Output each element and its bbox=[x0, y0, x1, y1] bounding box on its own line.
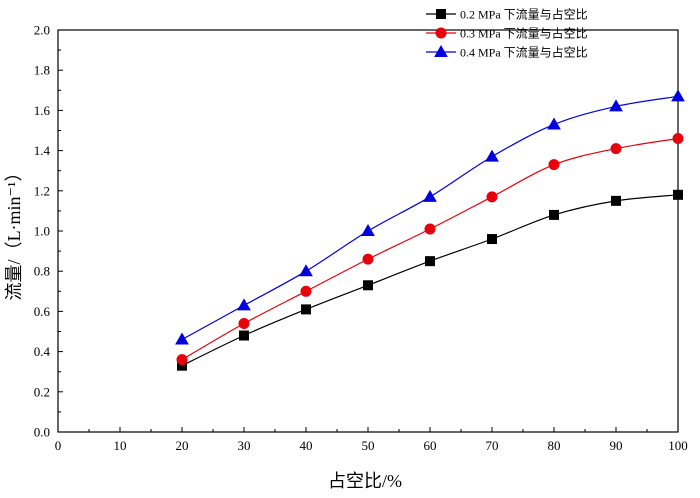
data-point bbox=[237, 298, 251, 311]
y-tick-label: 2.0 bbox=[34, 23, 50, 38]
data-point bbox=[362, 253, 374, 265]
legend: 0.2 MPa 下流量与占空比 0.3 MPa 下流量与占空比 0.4 MPa 下流… bbox=[426, 7, 588, 60]
series-line bbox=[181, 137, 679, 361]
x-tick-label: 60 bbox=[424, 438, 437, 453]
series-line bbox=[181, 95, 679, 341]
data-point bbox=[299, 264, 313, 277]
x-tick-label: 10 bbox=[114, 438, 127, 453]
data-point bbox=[301, 304, 311, 315]
data-point bbox=[671, 89, 685, 102]
data-point bbox=[485, 149, 499, 162]
x-tick-label: 50 bbox=[362, 438, 375, 453]
legend-label: 0.3 MPa 下流量与占空比 bbox=[460, 26, 588, 41]
series-line bbox=[181, 194, 679, 367]
data-point bbox=[425, 256, 435, 267]
x-tick-label: 0 bbox=[55, 438, 62, 453]
series-layer bbox=[175, 89, 685, 371]
data-point bbox=[547, 117, 561, 130]
y-tick-label: 1.2 bbox=[34, 183, 50, 198]
data-point bbox=[300, 285, 312, 297]
legend-label: 0.4 MPa 下流量与占空比 bbox=[460, 45, 588, 60]
y-axis-title: 流量/（L·min⁻¹） bbox=[4, 164, 24, 301]
data-point bbox=[609, 99, 623, 112]
axes: 0 10 20 30 40 50 60 70 80 90 100 0.0 0.2 0.4 0.6 0.8 1.0… bbox=[34, 23, 688, 454]
y-tick-label: 1.0 bbox=[34, 224, 50, 239]
legend-label: 0.2 MPa 下流量与占空比 bbox=[460, 7, 588, 22]
legend-marker bbox=[436, 9, 446, 19]
data-point bbox=[238, 317, 250, 329]
data-point bbox=[611, 195, 621, 206]
y-tick-label: 1.8 bbox=[34, 63, 50, 78]
x-tick-label: 20 bbox=[176, 438, 189, 453]
y-tick-label: 1.6 bbox=[34, 103, 51, 118]
data-point bbox=[423, 189, 437, 202]
series-1 bbox=[177, 189, 683, 371]
x-tick-label: 80 bbox=[548, 438, 561, 453]
data-point bbox=[487, 234, 497, 245]
series-2 bbox=[176, 133, 684, 366]
data-point bbox=[363, 280, 373, 291]
x-tick-label: 90 bbox=[610, 438, 623, 453]
legend-marker bbox=[434, 44, 448, 57]
y-tick-label: 0.6 bbox=[34, 304, 51, 319]
data-point bbox=[424, 223, 436, 235]
x-tick-label: 40 bbox=[300, 438, 313, 453]
y-tick-label: 0.4 bbox=[34, 344, 51, 359]
data-point bbox=[486, 191, 498, 203]
data-point bbox=[361, 223, 375, 236]
data-point bbox=[239, 330, 249, 341]
data-point bbox=[610, 143, 622, 155]
y-tick-label: 0.0 bbox=[34, 425, 50, 440]
data-point bbox=[672, 133, 684, 145]
x-axis-title: 占空比/% bbox=[328, 471, 402, 491]
x-tick-label: 70 bbox=[486, 438, 499, 453]
series-3 bbox=[175, 89, 685, 345]
x-tick-label: 30 bbox=[238, 438, 251, 453]
data-point bbox=[673, 189, 683, 200]
data-point bbox=[175, 332, 189, 345]
data-point bbox=[549, 209, 559, 220]
data-point bbox=[176, 354, 188, 366]
y-tick-label: 1.4 bbox=[34, 143, 51, 158]
x-tick-label: 100 bbox=[668, 438, 688, 453]
legend-marker bbox=[435, 27, 447, 39]
y-tick-label: 0.8 bbox=[34, 264, 50, 279]
data-point bbox=[548, 159, 560, 171]
y-tick-label: 0.2 bbox=[34, 384, 50, 399]
